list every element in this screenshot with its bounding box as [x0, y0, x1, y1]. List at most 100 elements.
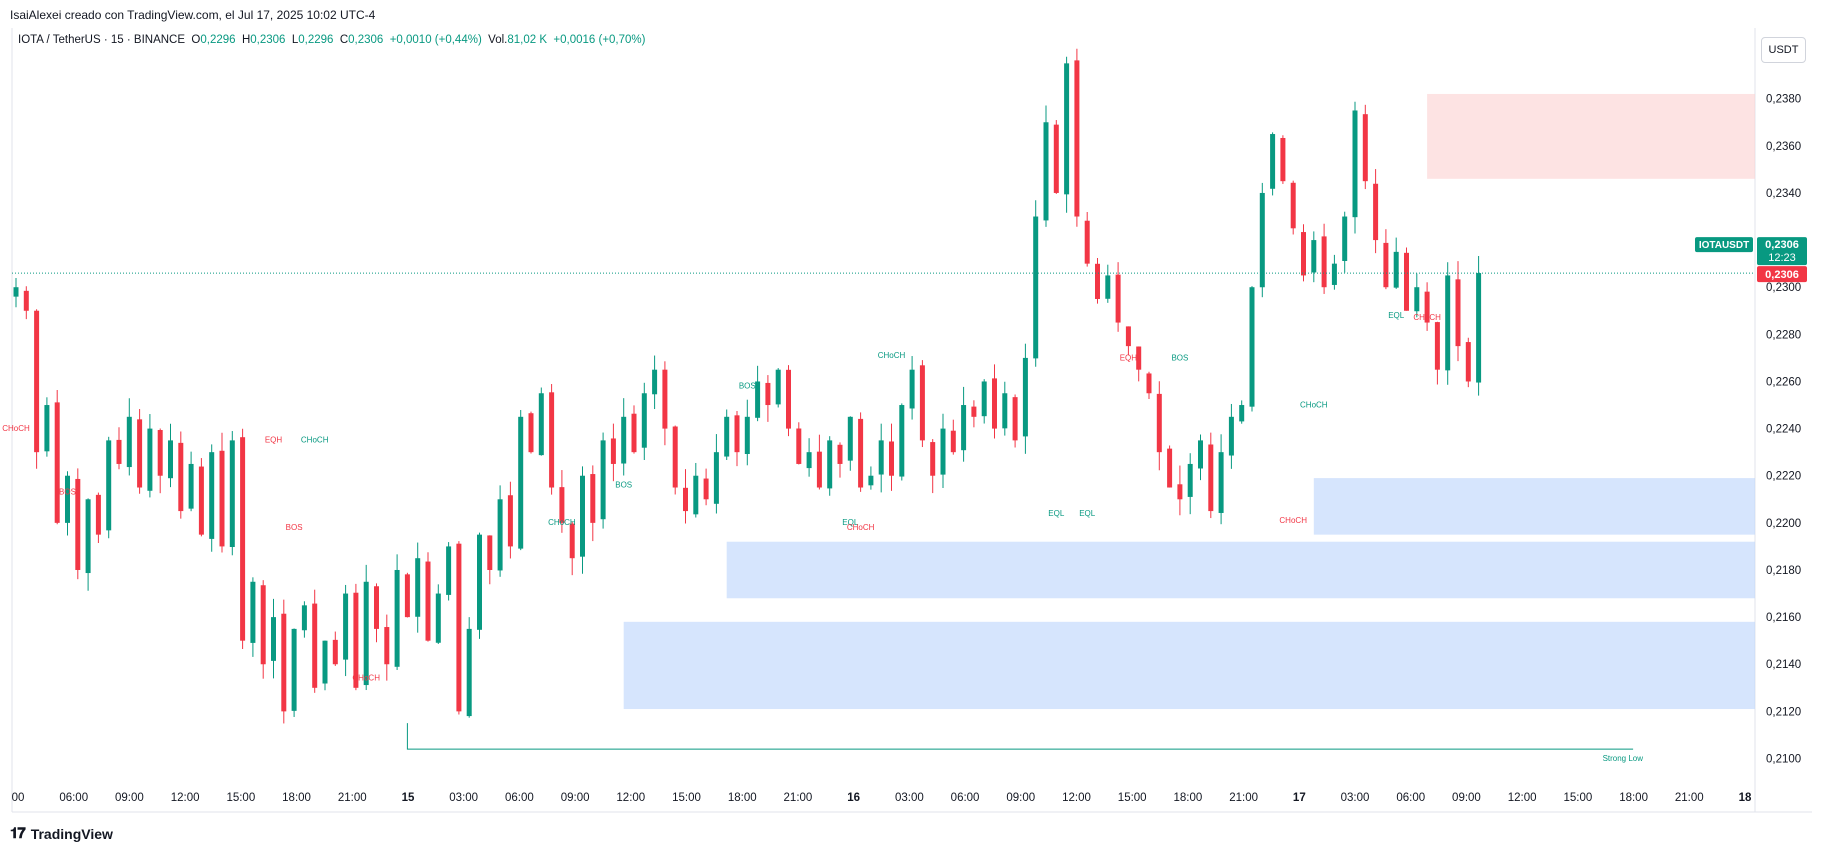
bearish-candle	[332, 639, 338, 665]
close-label: C	[339, 34, 349, 46]
bullish-candle	[1218, 452, 1224, 513]
bullish-candle	[755, 381, 761, 418]
time-tick-label: 12:00	[1508, 792, 1537, 804]
time-tick-label: 12:00	[171, 792, 200, 804]
bearish-candle	[1053, 124, 1059, 193]
bearish-candle	[796, 428, 802, 464]
price-tick-label: 0,2160	[1766, 612, 1801, 624]
bearish-candle	[1156, 393, 1162, 453]
time-tick-label: 17	[1293, 792, 1306, 804]
bearish-candle	[1074, 60, 1080, 217]
last-price-text: 0,2306	[1765, 239, 1799, 251]
bearish-candle	[1280, 137, 1286, 182]
bullish-candle	[435, 593, 441, 643]
bullish-candle	[291, 628, 297, 711]
bid-price-tag	[1757, 266, 1807, 283]
bullish-candle	[168, 440, 173, 479]
bearish-candle	[858, 418, 864, 488]
bearish-candle	[1301, 232, 1306, 276]
bullish-candle	[806, 452, 812, 469]
bullish-candle	[981, 381, 987, 417]
bearish-candle	[507, 495, 513, 547]
bearish-candle	[219, 450, 225, 547]
bearish-candle	[1424, 291, 1430, 323]
price-tick-label: 0,2140	[1766, 659, 1801, 671]
structure-label: BOS	[1171, 353, 1188, 362]
bullish-candle	[1187, 463, 1193, 497]
volume-value: 81,02 K	[507, 34, 548, 46]
bearish-candle	[137, 419, 143, 488]
price-tick-label: 0,2200	[1766, 518, 1801, 530]
structure-label: CHoCH	[2, 424, 30, 433]
symbol-name[interactable]: IOTA / TetherUS · 15 · BINANCE	[18, 34, 186, 46]
bearish-candle	[837, 444, 843, 464]
bullish-candle	[641, 393, 647, 448]
bearish-candle	[384, 627, 390, 665]
bearish-candle	[992, 378, 997, 429]
time-tick-label: 18:00	[282, 792, 311, 804]
low-label: L	[291, 34, 299, 46]
bullish-candle	[394, 569, 400, 667]
tradingview-logo[interactable]: 𝟏𝟕 TradingView	[10, 825, 113, 842]
bearish-candle	[549, 392, 555, 488]
currency-button[interactable]: USDT	[1761, 37, 1806, 63]
bearish-candle	[178, 442, 184, 512]
bearish-candle	[116, 439, 122, 464]
bearish-candle	[971, 406, 977, 417]
bearish-candle	[312, 603, 318, 688]
bearish-candle	[456, 543, 462, 712]
bearish-candle	[631, 413, 637, 453]
bullish-candle	[1249, 287, 1255, 407]
bearish-candle	[1167, 448, 1173, 488]
bullish-candle	[1064, 63, 1070, 195]
bullish-candle	[899, 405, 905, 477]
bullish-candle	[1259, 192, 1265, 288]
bullish-candle	[322, 640, 328, 684]
price-tick-label: 0,2340	[1766, 188, 1801, 200]
bullish-candle	[1228, 416, 1234, 456]
bullish-candle	[1342, 216, 1348, 261]
structure-label: CHoCH	[301, 436, 329, 445]
bearish-candle	[374, 586, 379, 629]
bearish-candle	[1095, 263, 1100, 299]
bearish-candle	[34, 310, 40, 453]
bullish-candle	[188, 463, 194, 509]
bullish-candle	[343, 593, 349, 660]
price-tick-label: 0,2120	[1766, 706, 1801, 718]
bullish-candle	[1331, 263, 1337, 285]
time-tick-label: 00	[12, 792, 25, 804]
bearish-candle	[1208, 444, 1214, 512]
bullish-candle	[446, 546, 452, 595]
bearish-candle	[1383, 242, 1389, 288]
structure-label: CHoCH	[1279, 516, 1307, 525]
bullish-candle	[1393, 251, 1399, 288]
bullish-candle	[13, 287, 19, 297]
structure-label: CHoCH	[352, 674, 380, 683]
bullish-candle	[713, 452, 719, 504]
bearish-candle	[1177, 484, 1183, 500]
bullish-candle	[250, 581, 256, 643]
time-tick-label: 21:00	[1675, 792, 1704, 804]
bullish-candle	[1311, 240, 1317, 273]
bullish-candle	[600, 440, 606, 520]
bullish-candle	[775, 369, 781, 405]
bullish-candle	[1022, 357, 1028, 437]
bullish-candle	[126, 416, 132, 468]
time-tick-label: 18:00	[728, 792, 757, 804]
bearish-candle	[281, 613, 287, 712]
time-tick-label: 15:00	[1118, 792, 1147, 804]
bearish-candle	[919, 365, 925, 441]
structure-label: Strong Low	[1603, 754, 1644, 763]
bullish-candle	[744, 416, 750, 454]
time-tick-label: 03:00	[895, 792, 924, 804]
time-tick-label: 16	[847, 792, 860, 804]
time-tick-label: 09:00	[1452, 792, 1481, 804]
bullish-candle	[1270, 134, 1276, 189]
time-tick-label: 15	[402, 792, 415, 804]
symbol-tag-text: IOTAUSDT	[1699, 240, 1749, 251]
structure-label: EQL	[842, 518, 859, 527]
time-tick-label: 09:00	[115, 792, 144, 804]
bearish-candle	[1465, 342, 1471, 382]
bearish-candle	[1012, 397, 1018, 441]
